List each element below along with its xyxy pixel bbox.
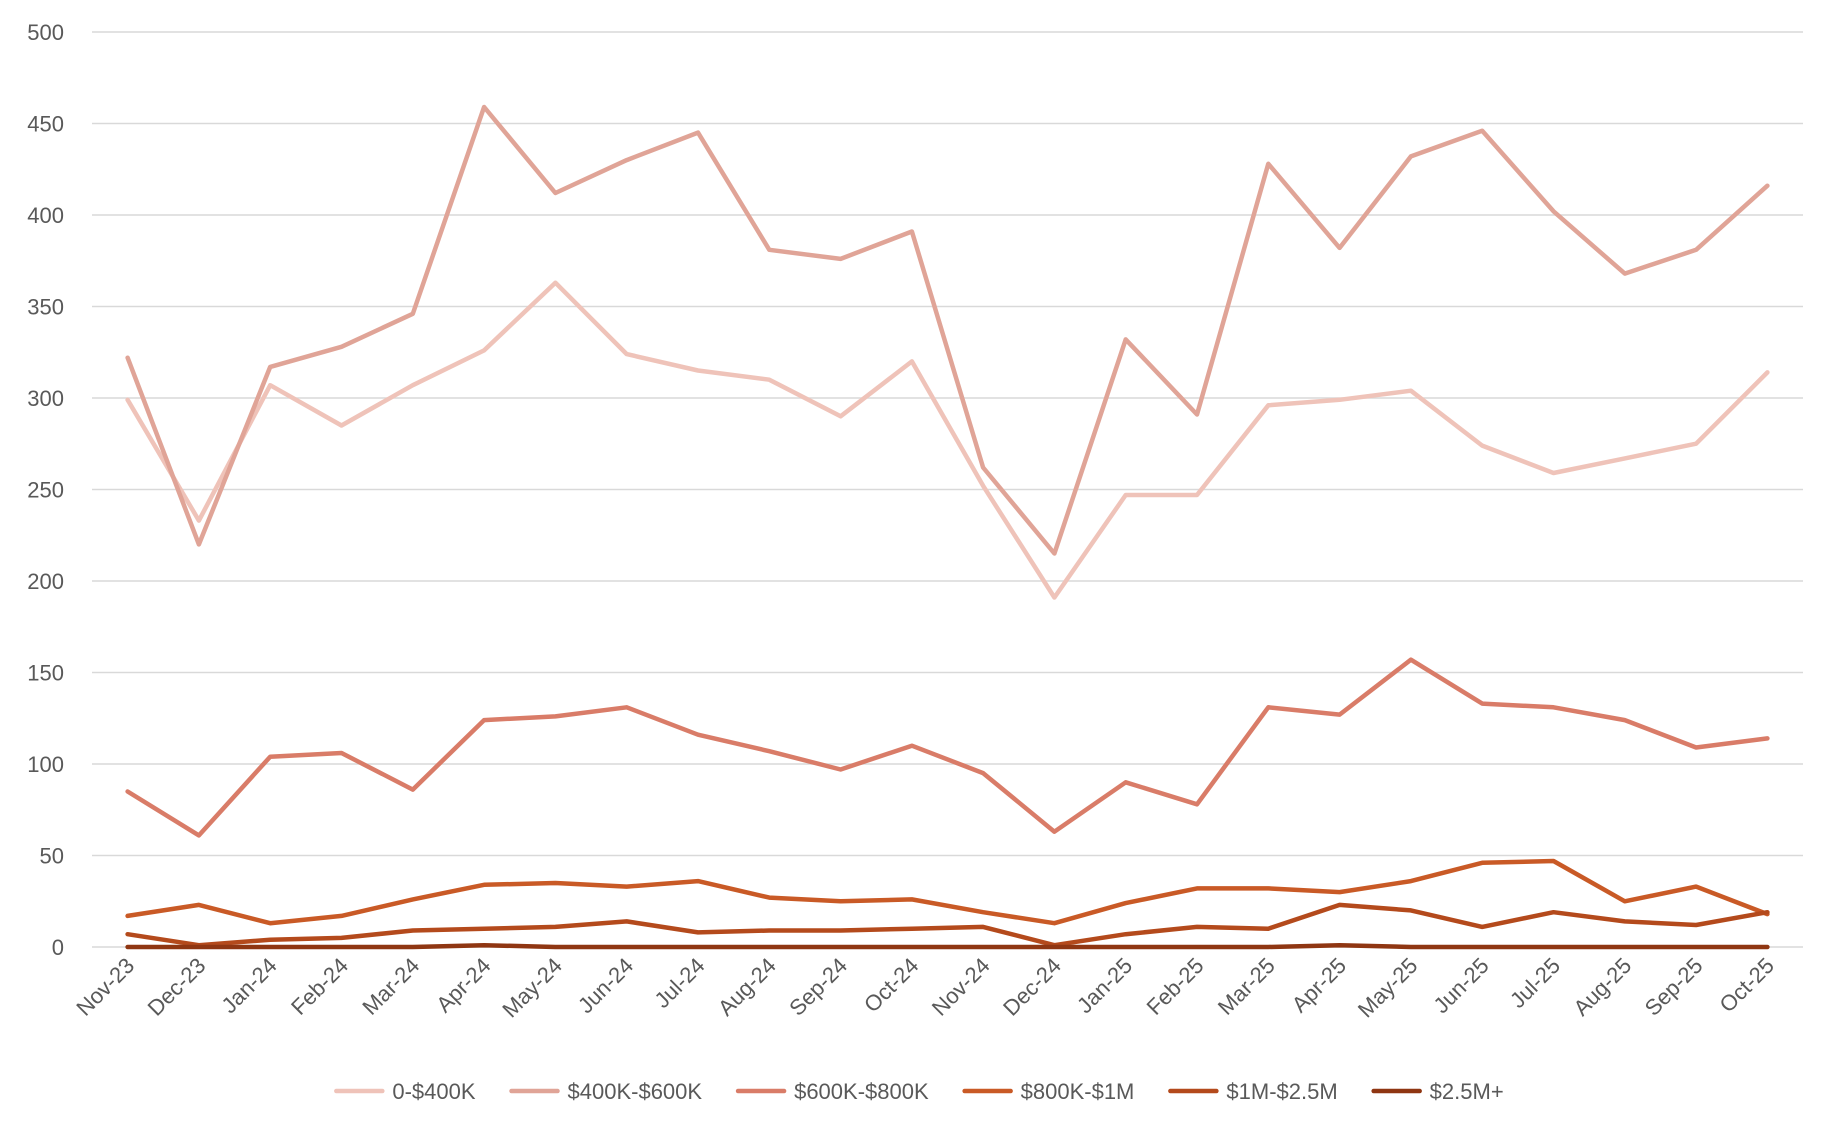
legend-label: $2.5M+ [1430, 1079, 1504, 1104]
x-tick-label: Sep-25 [1640, 953, 1708, 1021]
x-tick-label: Oct-25 [1715, 953, 1779, 1017]
x-tick-label: Mar-24 [357, 953, 424, 1020]
x-tick-label: Nov-24 [927, 953, 995, 1021]
x-tick-label: Dec-23 [143, 953, 211, 1021]
y-tick-label: 50 [40, 844, 64, 869]
y-tick-label: 250 [27, 478, 64, 503]
x-tick-label: Feb-25 [1142, 953, 1209, 1020]
x-tick-label: Jul-24 [649, 953, 709, 1013]
series-line-400k-600k [125, 104, 1770, 556]
legend: 0-$400K $400K-$600K $600K-$800K $800K-$1M $1… [334, 1079, 1504, 1104]
x-tick-label: Apr-25 [1287, 953, 1351, 1017]
y-tick-label: 450 [27, 112, 64, 137]
y-tick-label: 0 [52, 935, 64, 960]
x-tick-label: Mar-25 [1213, 953, 1280, 1020]
legend-label: $600K-$800K [794, 1079, 929, 1104]
legend-item-0-400k: 0-$400K [334, 1079, 476, 1104]
gridlines [92, 31, 1803, 948]
legend-item-1m-2-5m: $1M-$2.5M [1168, 1079, 1338, 1104]
x-tick-label: Nov-23 [71, 953, 139, 1021]
series-line-600k-800k [125, 657, 1770, 838]
series-line-2-5m [125, 942, 1770, 950]
x-tick-label: Aug-24 [713, 953, 781, 1021]
x-tick-label: Jan-24 [217, 953, 282, 1018]
y-tick-label: 350 [27, 295, 64, 320]
legend-label: $1M-$2.5M [1226, 1079, 1337, 1104]
x-tick-label: May-24 [497, 953, 567, 1023]
x-tick-label: Oct-24 [859, 953, 923, 1017]
legend-label: $400K-$600K [568, 1079, 703, 1104]
legend-item-600k-800k: $600K-$800K [735, 1079, 929, 1104]
x-axis-tick-labels: Nov-23 Dec-23 Jan-24 Feb-24 Mar-24 Apr-24 May-… [71, 953, 1779, 1023]
x-tick-label: Jun-24 [573, 953, 638, 1018]
y-tick-label: 150 [27, 661, 64, 686]
series-line-800k-1m [125, 858, 1770, 926]
series-lines [125, 104, 1770, 950]
series-line-0-400k [125, 280, 1770, 600]
series-line-1m-2-5m [125, 902, 1770, 948]
x-tick-label: Dec-24 [998, 953, 1066, 1021]
x-tick-label: Aug-25 [1568, 953, 1636, 1021]
y-tick-label: 200 [27, 569, 64, 594]
x-tick-label: Sep-24 [784, 953, 852, 1021]
legend-label: 0-$400K [392, 1079, 476, 1104]
legend-item-2-5m: $2.5M+ [1371, 1079, 1504, 1104]
x-tick-label: Jun-25 [1428, 953, 1493, 1018]
y-tick-label: 400 [27, 203, 64, 228]
x-tick-label: Feb-24 [286, 953, 353, 1020]
x-tick-label: Jan-25 [1072, 953, 1137, 1018]
y-tick-label: 500 [27, 20, 64, 45]
x-tick-label: Apr-24 [431, 953, 495, 1017]
y-tick-label: 300 [27, 386, 64, 411]
legend-item-400k-600k: $400K-$600K [509, 1079, 703, 1104]
x-tick-label: May-25 [1353, 953, 1423, 1023]
legend-label: $800K-$1M [1021, 1079, 1135, 1104]
y-tick-label: 100 [27, 752, 64, 777]
legend-item-800k-1m: $800K-$1M [962, 1079, 1135, 1104]
x-tick-label: Jul-25 [1505, 953, 1565, 1013]
y-axis-tick-labels: 0 50 100 150 200 250 300 350 400 450 500 [27, 20, 64, 960]
